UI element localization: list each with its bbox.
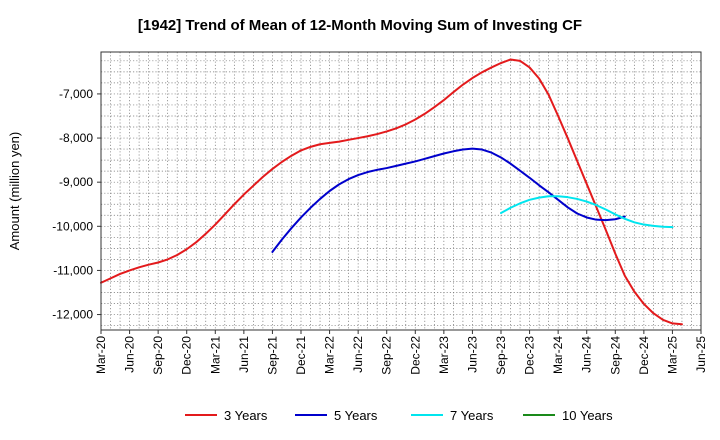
x-tick-label: Mar-22: [323, 336, 337, 374]
x-tick-labels: Mar-20 Jun-20 Sep-20 Dec-20 Mar-21 Jun-21 Sep-…: [94, 330, 708, 375]
series-line-3-years: [100, 58, 683, 326]
x-tick-label: Mar-24: [551, 336, 565, 374]
x-tick-label: Jun-23: [465, 336, 479, 373]
x-tick-label: Mar-21: [208, 336, 222, 374]
x-tick-label: Sep-22: [380, 336, 394, 375]
grid: [101, 52, 701, 330]
x-tick-label: Jun-25: [694, 336, 708, 373]
x-tick-label: Sep-23: [494, 336, 508, 375]
x-tick-label: Dec-20: [180, 336, 194, 375]
x-tick-label: Sep-24: [608, 336, 622, 375]
y-axis-label: Amount (million yen): [7, 132, 22, 251]
y-tick-labels: -12,000 -11,000 -10,000 -9,000 -8,000 -7,000: [52, 87, 101, 322]
x-tick-label: Dec-21: [294, 336, 308, 375]
series-line-5-years: [271, 147, 626, 253]
series-line-7-years: [500, 195, 674, 229]
x-tick-label: Mar-20: [94, 336, 108, 374]
x-tick-label: Jun-22: [351, 336, 365, 373]
plot-frame: [100, 51, 702, 331]
x-tick-label: Dec-23: [523, 336, 537, 375]
x-tick-label: Jun-20: [123, 336, 137, 373]
y-tick-label: -12,000: [52, 308, 93, 322]
x-tick-label: Jun-21: [237, 336, 251, 373]
x-tick-label: Sep-20: [151, 336, 165, 375]
y-tick-label: -9,000: [59, 175, 93, 189]
legend-label: 5 Years: [334, 408, 378, 423]
x-tick-label: Jun-24: [580, 336, 594, 373]
chart-title: [1942] Trend of Mean of 12-Month Moving …: [138, 17, 582, 34]
x-tick-label: Dec-22: [408, 336, 422, 375]
legend-label: 7 Years: [450, 408, 494, 423]
y-tick-label: -7,000: [59, 87, 93, 101]
y-tick-label: -8,000: [59, 131, 93, 145]
x-tick-label: Mar-25: [665, 336, 679, 374]
x-tick-label: Mar-23: [437, 336, 451, 374]
x-tick-label: Dec-24: [637, 336, 651, 375]
series-layer: [100, 58, 683, 326]
y-tick-label: -11,000: [53, 263, 93, 277]
legend: 3 Years 5 Years 7 Years 10 Years: [185, 408, 613, 423]
legend-label: 10 Years: [562, 408, 613, 423]
legend-label: 3 Years: [224, 408, 268, 423]
y-tick-label: -10,000: [52, 219, 93, 233]
x-tick-label: Sep-21: [265, 336, 279, 375]
